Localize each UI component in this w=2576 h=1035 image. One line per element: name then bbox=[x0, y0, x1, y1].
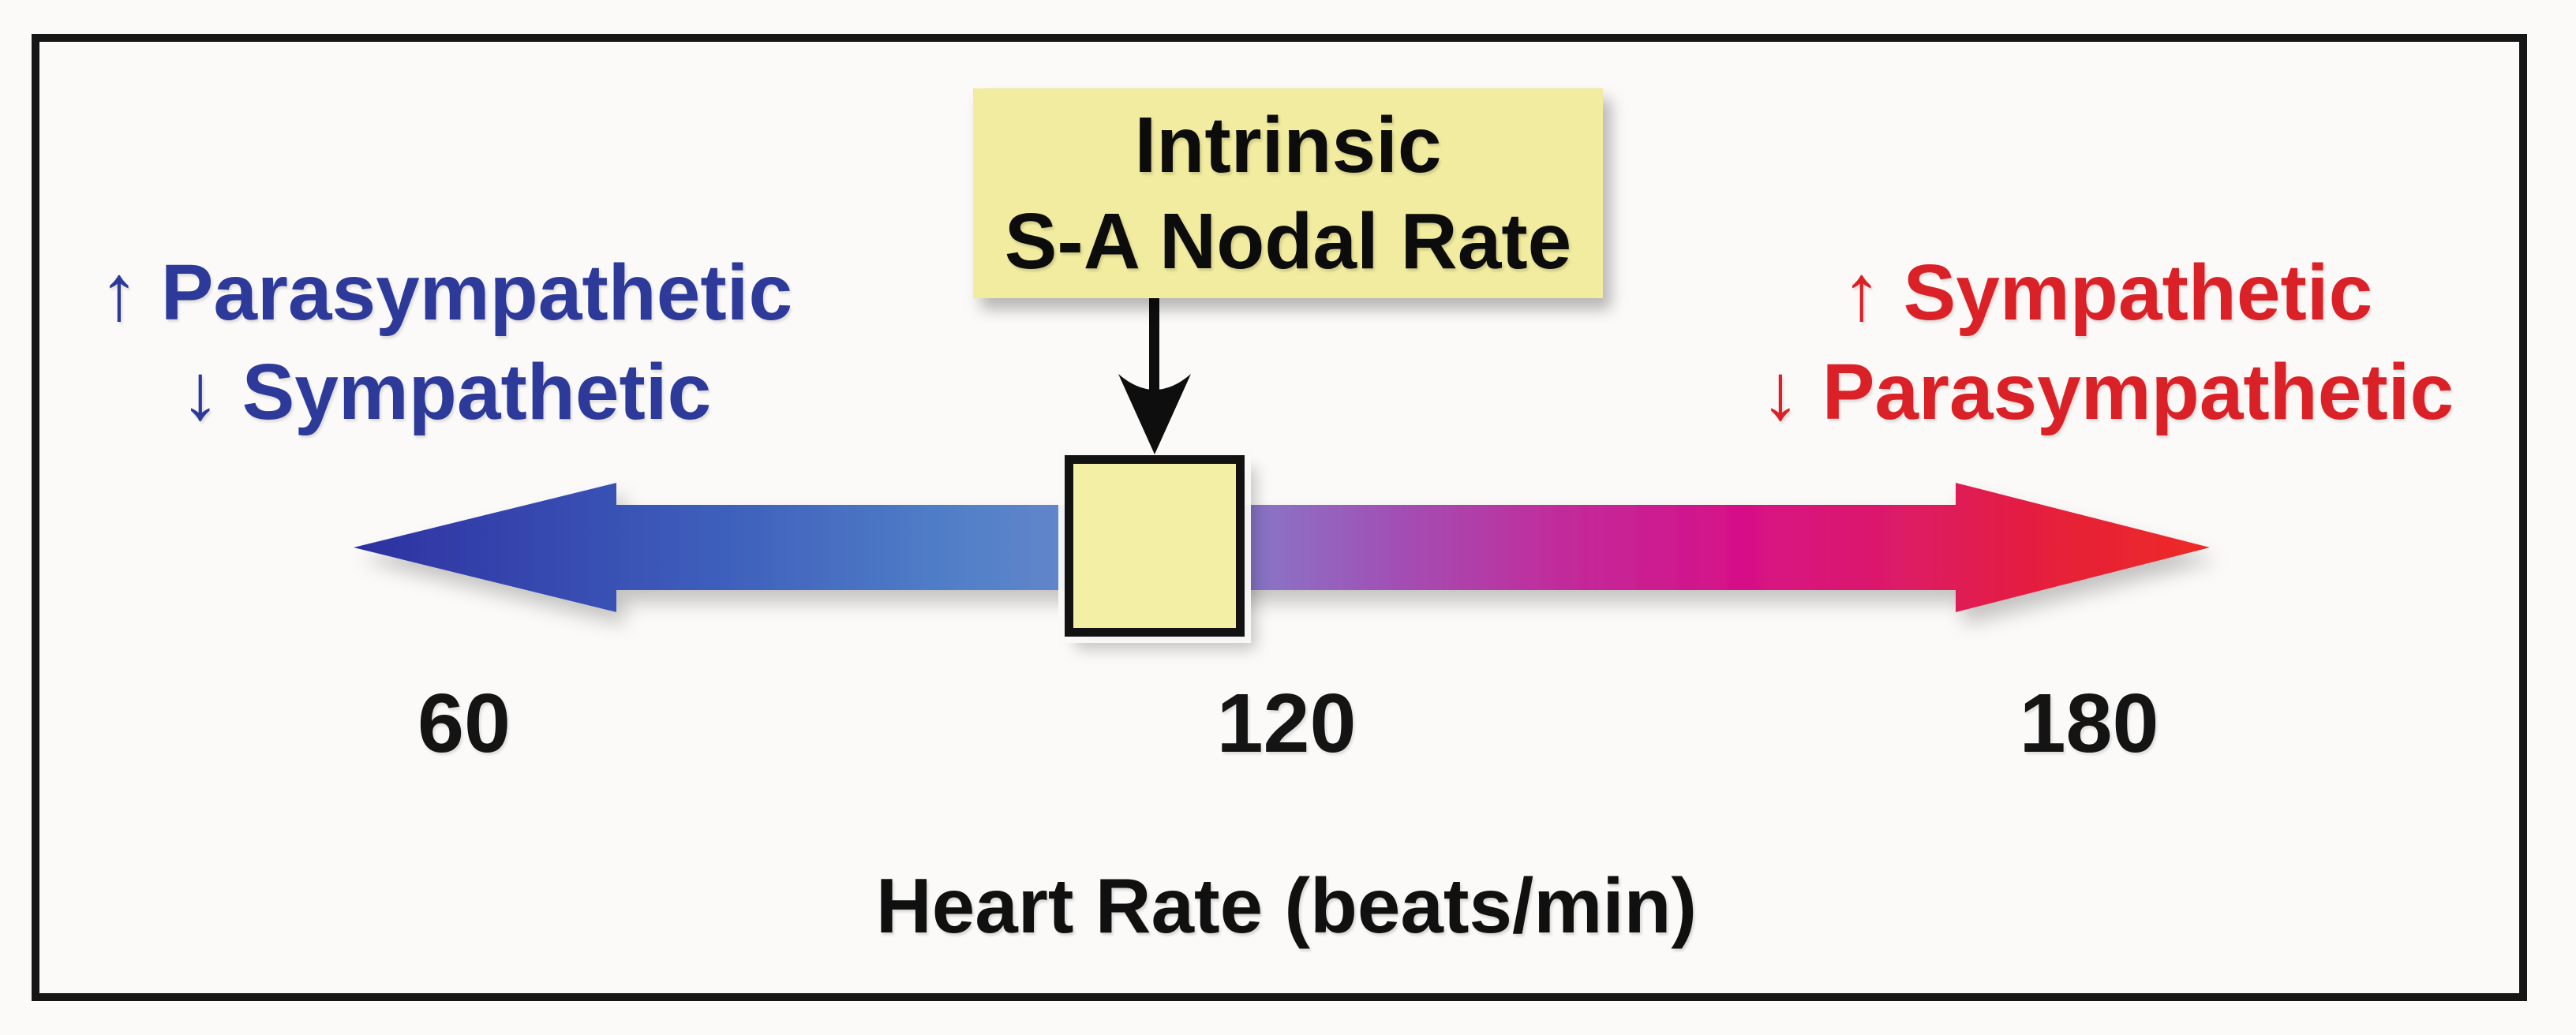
tick-120: 120 bbox=[1216, 677, 1357, 770]
left-label-line2: ↓ Sympathetic bbox=[180, 348, 712, 436]
right-label-line2: ↓ Parasympathetic bbox=[1760, 348, 2454, 436]
left-label-line1: ↑ Parasympathetic bbox=[99, 248, 793, 337]
tick-180: 180 bbox=[2019, 677, 2159, 770]
sa-node-marker bbox=[1065, 455, 1245, 637]
right-label-line1: ↑ Sympathetic bbox=[1841, 248, 2373, 337]
callout-line2: S-A Nodal Rate bbox=[1004, 197, 1572, 286]
tick-60: 60 bbox=[417, 677, 511, 770]
callout-line1: Intrinsic bbox=[1134, 101, 1442, 189]
axis-title: Heart Rate (beats/min) bbox=[875, 862, 1698, 949]
intrinsic-rate-callout: Intrinsic S-A Nodal Rate bbox=[973, 88, 1603, 298]
diagram-frame bbox=[32, 34, 2527, 1001]
parasympathetic-dominance-label: ↑ Parasympathetic ↓ Sympathetic bbox=[71, 243, 821, 442]
sympathetic-dominance-label: ↑ Sympathetic ↓ Parasympathetic bbox=[1728, 243, 2486, 442]
